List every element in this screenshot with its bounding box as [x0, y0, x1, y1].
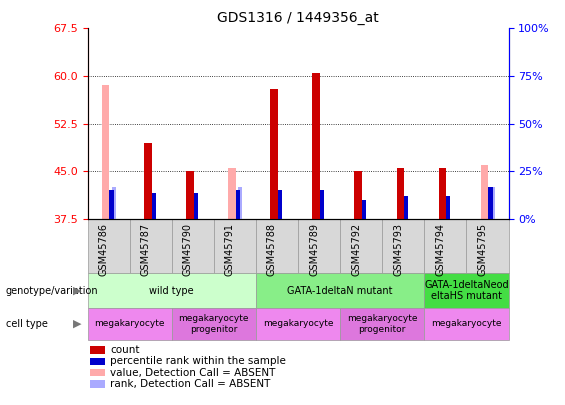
Bar	[490, 187, 494, 219]
Text: GATA-1deltaNeod
eltaHS mutant: GATA-1deltaNeod eltaHS mutant	[424, 280, 508, 301]
Text: wild type: wild type	[150, 286, 194, 296]
Bar	[110, 190, 114, 219]
Text: ▶: ▶	[73, 286, 82, 296]
Text: megakaryocyte
progenitor: megakaryocyte progenitor	[179, 314, 249, 334]
Bar	[238, 187, 242, 219]
Text: GSM45792: GSM45792	[351, 223, 361, 276]
Text: rank, Detection Call = ABSENT: rank, Detection Call = ABSENT	[110, 379, 271, 389]
Text: megakaryocyte
progenitor: megakaryocyte progenitor	[347, 314, 418, 334]
Text: megakaryocyte: megakaryocyte	[94, 320, 165, 328]
Bar	[446, 196, 450, 219]
Text: GATA-1deltaN mutant: GATA-1deltaN mutant	[288, 286, 393, 296]
Text: GSM45793: GSM45793	[393, 223, 403, 276]
Text: GSM45794: GSM45794	[436, 223, 445, 276]
Bar	[481, 165, 488, 219]
Text: GSM45791: GSM45791	[225, 223, 235, 276]
Text: GSM45795: GSM45795	[477, 223, 488, 276]
Bar	[186, 171, 194, 219]
Bar	[236, 190, 240, 219]
Text: genotype/variation: genotype/variation	[6, 286, 98, 296]
Bar	[438, 168, 446, 219]
Title: GDS1316 / 1449356_at: GDS1316 / 1449356_at	[217, 11, 379, 25]
Bar	[228, 168, 236, 219]
Text: GSM45789: GSM45789	[309, 223, 319, 276]
Bar	[270, 89, 278, 219]
Bar	[488, 187, 493, 219]
Text: ▶: ▶	[73, 319, 82, 329]
Bar	[362, 200, 366, 219]
Text: percentile rank within the sample: percentile rank within the sample	[110, 356, 286, 366]
Bar	[111, 187, 116, 219]
Text: GSM45788: GSM45788	[267, 223, 277, 276]
Bar	[144, 143, 151, 219]
Text: GSM45787: GSM45787	[141, 223, 151, 276]
Bar	[397, 168, 404, 219]
Text: GSM45790: GSM45790	[183, 223, 193, 276]
Text: megakaryocyte: megakaryocyte	[431, 320, 502, 328]
Bar	[312, 73, 320, 219]
Bar	[151, 193, 156, 219]
Bar	[320, 190, 324, 219]
Text: megakaryocyte: megakaryocyte	[263, 320, 333, 328]
Bar	[194, 193, 198, 219]
Bar	[102, 85, 110, 219]
Text: cell type: cell type	[6, 319, 47, 329]
Text: GSM45786: GSM45786	[99, 223, 108, 276]
Text: value, Detection Call = ABSENT: value, Detection Call = ABSENT	[110, 368, 276, 377]
Bar	[354, 171, 362, 219]
Bar	[278, 190, 282, 219]
Text: count: count	[110, 345, 140, 355]
Bar	[404, 196, 408, 219]
